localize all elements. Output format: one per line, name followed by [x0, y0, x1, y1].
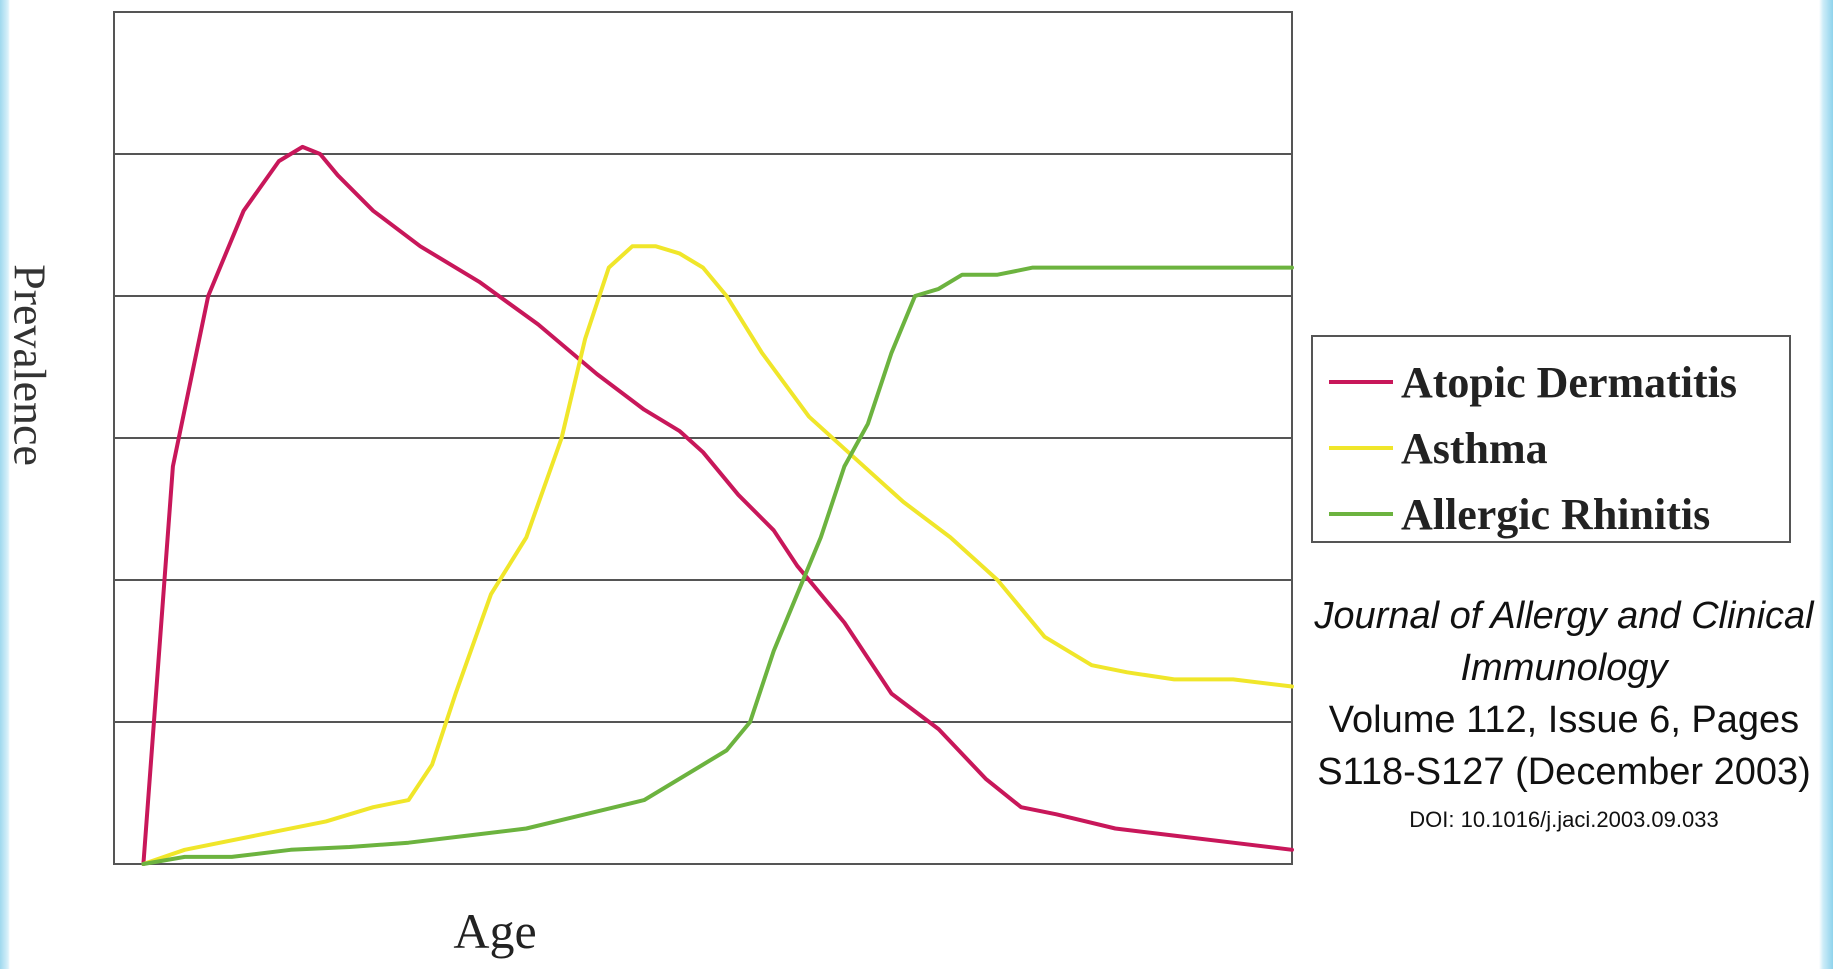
- legend-swatch-atopic-dermatitis: [1329, 380, 1393, 384]
- citation-journal: Journal of Allergy and Clinical Immunolo…: [1314, 595, 1814, 689]
- y-axis-label: Prevalence: [4, 264, 56, 466]
- x-axis-label: Age: [453, 903, 537, 959]
- citation-doi: DOI: 10.1016/j.jaci.2003.09.033: [1409, 807, 1719, 832]
- plot-frame: [113, 11, 1293, 865]
- left-edge-decoration: [0, 0, 10, 969]
- legend-label: Atopic Dermatitis: [1401, 357, 1738, 407]
- legend-label: Asthma: [1401, 423, 1548, 473]
- citation-volume: Volume 112, Issue 6, Pages S118-S127 (De…: [1317, 699, 1811, 793]
- series-line-asthma: [141, 244, 1294, 866]
- chart-legend: Atopic Dermatitis Asthma Allergic Rhinit…: [1311, 335, 1791, 543]
- legend-swatch-allergic-rhinitis: [1329, 512, 1393, 516]
- series-line-allergic-rhinitis: [141, 265, 1294, 866]
- legend-item-allergic-rhinitis: Allergic Rhinitis: [1313, 481, 1789, 547]
- legend-item-atopic-dermatitis: Atopic Dermatitis: [1313, 349, 1789, 415]
- legend-swatch-asthma: [1329, 446, 1393, 450]
- citation: Journal of Allergy and Clinical Immunolo…: [1305, 590, 1823, 838]
- series-line-atopic-dermatitis: [141, 144, 1294, 866]
- right-edge-decoration: [1819, 0, 1833, 969]
- gridlines: [114, 153, 1292, 723]
- legend-item-asthma: Asthma: [1313, 415, 1789, 481]
- legend-label: Allergic Rhinitis: [1401, 489, 1711, 539]
- series-lines: [141, 144, 1294, 866]
